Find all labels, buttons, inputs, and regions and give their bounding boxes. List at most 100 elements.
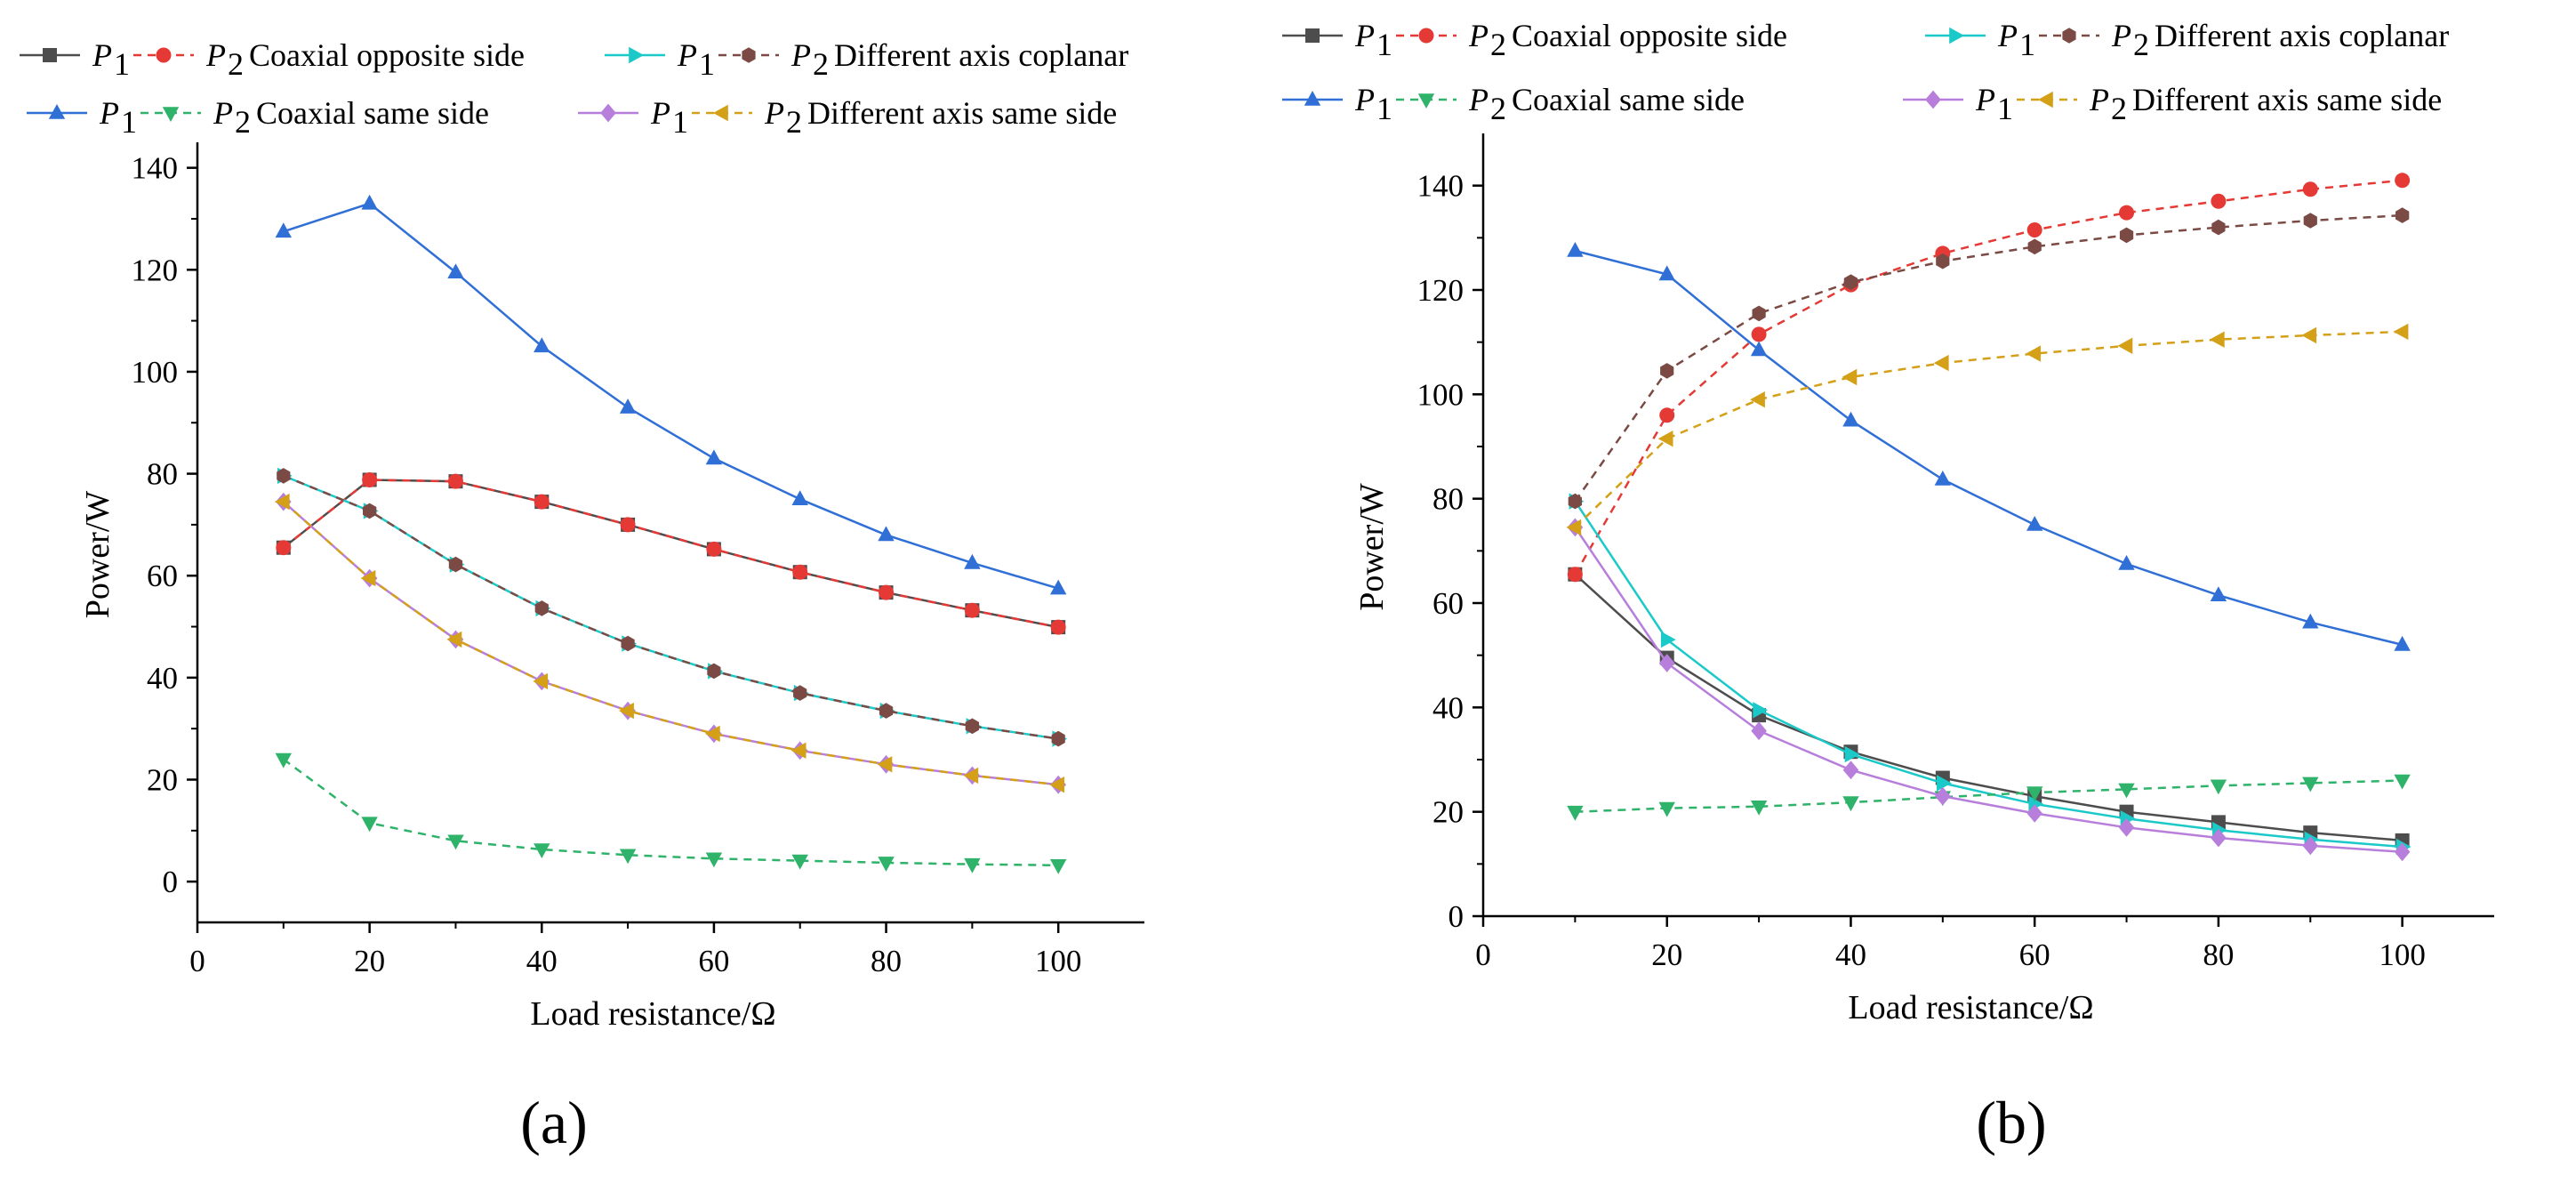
legend-entry: P 1 P 2 Coaxial opposite side <box>20 37 525 82</box>
data-point <box>1843 274 1858 290</box>
legend-label: Different axis coplanar <box>2155 18 2449 53</box>
data-point <box>2027 238 2042 255</box>
data-point <box>2395 207 2410 223</box>
series-line <box>1574 573 2403 842</box>
data-point <box>2210 586 2227 601</box>
data-point <box>275 222 292 238</box>
panel-label: (b) <box>1976 1089 2046 1156</box>
data-point <box>1934 471 1951 486</box>
legend-p2-subscript: 2 <box>786 104 802 140</box>
data-point <box>534 494 550 510</box>
x-tick-label: 40 <box>526 944 558 978</box>
y-tick-label: 140 <box>1417 169 1465 204</box>
data-point <box>2119 205 2135 221</box>
data-point <box>704 725 720 743</box>
legend-p2-subscript: 2 <box>2111 91 2127 126</box>
legend-p1-subscript: 1 <box>699 46 715 82</box>
data-point <box>878 857 895 872</box>
data-point <box>2301 326 2317 344</box>
series-4 <box>1567 242 2411 651</box>
data-point <box>1567 567 1583 583</box>
data-point <box>2026 222 2042 238</box>
legend-p2-subscript: 2 <box>1490 27 1506 62</box>
data-point <box>276 540 292 556</box>
y-tick-label: 60 <box>147 559 178 593</box>
legend-p1-subscript: 1 <box>1376 27 1392 62</box>
legend-swatch-marker <box>156 47 172 63</box>
data-point <box>1844 745 1860 763</box>
x-tick-label: 80 <box>871 944 902 978</box>
data-point <box>2026 786 2043 801</box>
x-tick-label: 20 <box>354 944 385 978</box>
data-point <box>963 767 979 785</box>
data-point <box>707 663 721 680</box>
legend-swatch-marker <box>2062 28 2076 44</box>
legend-p1-subscript: 1 <box>1997 91 2013 126</box>
y-tick-label: 20 <box>147 763 178 798</box>
legend-label: Coaxial same side <box>256 95 489 131</box>
data-point <box>1751 326 1767 342</box>
x-tick-label: 0 <box>1475 938 1491 972</box>
legend-p2-label: P <box>2089 82 2109 117</box>
series-line <box>1575 249 2403 647</box>
legend-p2-subscript: 2 <box>2133 27 2149 62</box>
legend-p1-subscript: 1 <box>114 46 130 82</box>
legend-swatch-marker <box>742 47 756 63</box>
series-1 <box>276 471 1066 635</box>
x-tick-label: 20 <box>1651 938 1682 972</box>
data-point <box>1752 305 1766 322</box>
chart-panel-a: 0 20 40 60 80 100 0 20 40 60 80 100 120 140 Load resis… <box>20 37 1144 1156</box>
series-line <box>283 202 1059 590</box>
legend-swatch-marker <box>1925 90 1941 109</box>
data-point <box>2211 219 2226 236</box>
x-tick-label: 60 <box>698 944 729 978</box>
data-point <box>2394 842 2411 862</box>
data-point <box>1658 265 1675 281</box>
series-2 <box>277 467 1068 747</box>
data-point <box>1050 579 1067 595</box>
legend-swatch-marker <box>162 107 180 122</box>
series-line <box>1574 179 2403 575</box>
data-point <box>791 490 808 505</box>
y-tick-label: 40 <box>147 661 178 696</box>
legend-entry: P 1 P 2 Different axis coplanar <box>605 37 1128 82</box>
data-point <box>1842 368 1858 386</box>
legend-label: Different axis same side <box>2132 82 2442 117</box>
legend-label: Coaxial opposite side <box>249 37 525 73</box>
data-point <box>2302 181 2318 197</box>
series-2 <box>1569 493 2411 856</box>
data-point <box>1049 777 1064 793</box>
data-point <box>1753 702 1769 719</box>
data-point <box>1936 253 1950 270</box>
series-line <box>283 758 1059 867</box>
data-point <box>2117 337 2133 354</box>
data-point <box>879 584 895 600</box>
data-point <box>448 556 463 573</box>
data-point <box>1842 796 1859 812</box>
data-point <box>1568 493 1582 510</box>
panel-label: (a) <box>520 1089 587 1156</box>
series-line <box>283 479 1059 629</box>
data-point <box>793 685 807 701</box>
data-point <box>791 854 808 870</box>
x-tick-label: 100 <box>1035 944 1082 978</box>
data-point <box>2210 779 2227 795</box>
data-point <box>1567 242 1584 257</box>
data-point <box>2394 774 2411 790</box>
data-point <box>1659 407 1675 423</box>
data-point <box>534 600 549 616</box>
data-point <box>275 752 292 769</box>
legend-entry: P 1 P 2 Different axis same side <box>578 95 1117 140</box>
legend-p2-subscript: 2 <box>228 46 244 82</box>
data-point <box>877 756 893 773</box>
data-point <box>2209 331 2225 348</box>
data-point <box>2393 323 2409 341</box>
y-tick-label: 60 <box>1432 586 1464 621</box>
data-point <box>1657 431 1673 447</box>
data-point <box>1660 363 1674 379</box>
series-line <box>1575 779 2403 813</box>
series-line <box>282 501 1059 786</box>
data-point <box>619 849 637 865</box>
data-point <box>361 817 378 833</box>
data-point <box>2026 516 2043 531</box>
